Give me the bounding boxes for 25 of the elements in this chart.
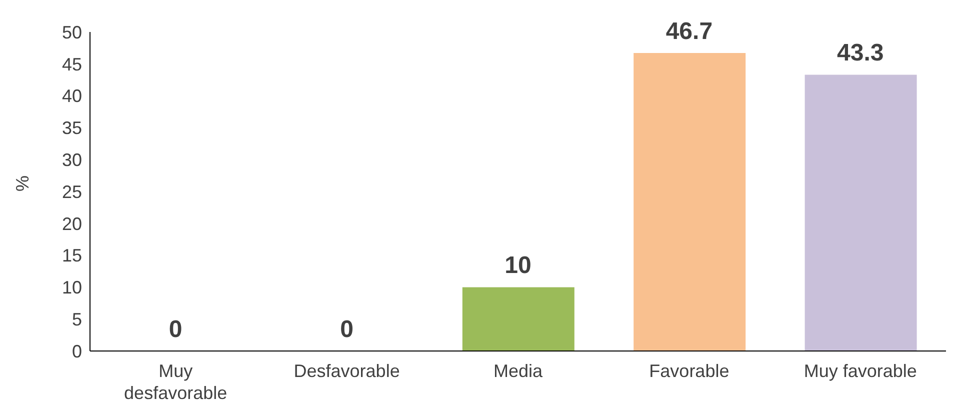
y-tick-label: 20	[62, 214, 82, 234]
data-label: 0	[168, 316, 182, 343]
x-tick-label: Muy favorable	[804, 361, 917, 381]
x-tick-label: Muy desfavorable	[124, 361, 228, 403]
y-tick-label: 25	[62, 182, 82, 202]
y-tick-label: 0	[72, 341, 82, 362]
x-tick-label: Favorable	[649, 361, 730, 381]
bar	[634, 53, 746, 351]
y-tick-label: 40	[62, 86, 82, 106]
y-tick-label: 30	[62, 150, 82, 170]
y-tick-label: 35	[62, 118, 82, 138]
y-tick-label: 5	[72, 309, 82, 330]
y-axis-title: %	[12, 175, 32, 192]
y-tick-label: 50	[62, 22, 82, 42]
y-tick-label: 10	[62, 278, 82, 298]
data-label: 43.3	[837, 40, 884, 67]
x-tick-label: Desfavorable	[294, 361, 400, 381]
y-tick-label: 45	[62, 54, 82, 74]
data-label: 0	[340, 316, 354, 343]
data-label: 46.7	[666, 18, 713, 46]
bar	[804, 74, 917, 351]
bar	[462, 287, 574, 351]
x-tick-label: Media	[493, 361, 544, 381]
y-tick-label: 15	[62, 246, 82, 266]
data-label: 10	[504, 252, 532, 280]
